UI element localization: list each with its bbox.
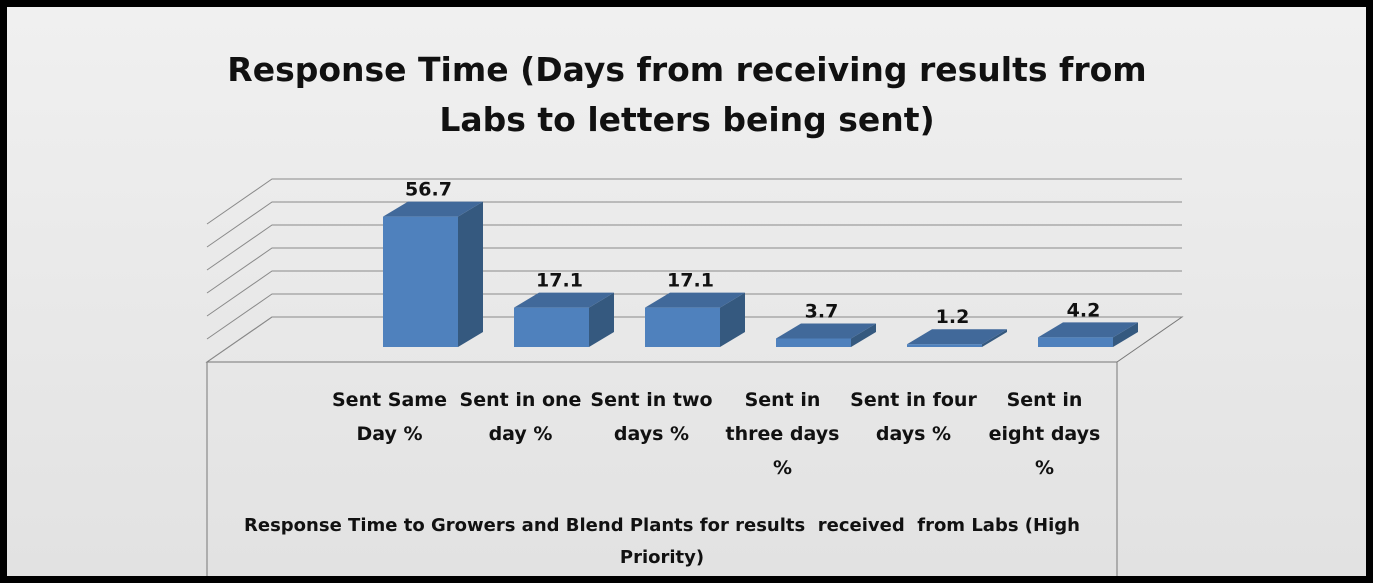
bar [383,201,483,347]
data-label: 4.2 [1067,299,1101,321]
data-label: 17.1 [667,270,714,292]
grid-line [206,201,1182,248]
bar-side [851,323,876,347]
bar-front [1038,337,1113,347]
chart: 56.7 17.1 17.1 3.7 1.2 4.2 [205,178,1184,576]
x-tick-label: Sent in one day % [459,389,582,445]
bar-side [982,329,1007,347]
data-label: 3.7 [805,300,839,322]
bar-side [589,292,614,347]
data-label: 1.2 [936,306,970,328]
bar-top [776,323,876,339]
grid-line [206,270,1182,317]
x-tick-label: Sent in four days % [850,389,977,445]
bar-front [645,307,720,347]
bar-side [458,201,483,347]
bar-front [514,307,589,347]
bar-top [1038,322,1138,338]
x-tick-label: Sent in eight days % [988,389,1101,479]
x-tick-label: Sent in three days % [725,389,840,479]
bar-top [514,292,614,308]
bar-top [907,329,1007,345]
x-axis-label: Response Time to Growers and Blend Plant… [244,515,1087,568]
x-tick-label: Sent in two days % [590,389,713,445]
grid-line [206,293,1182,340]
data-label: 17.1 [536,270,583,292]
bar-front [383,216,458,347]
bar-front [776,338,851,347]
data-label: 56.7 [405,179,452,201]
bar [907,329,1007,347]
x-tick-label: Sent Same Day % [332,389,447,445]
bar [514,292,614,347]
bar-front [907,344,982,347]
grid-line [206,178,1182,225]
bar-side [1113,322,1138,347]
grid-line [206,247,1182,294]
bar-top [383,201,483,217]
grid-line [206,224,1182,271]
chart-title: Response Time (Days from receiving resul… [227,50,1147,139]
bar [645,292,745,347]
bar-side [720,292,745,347]
bar [1038,322,1138,347]
grid-line [206,316,1182,363]
bar-top [645,292,745,308]
bar [776,323,876,347]
